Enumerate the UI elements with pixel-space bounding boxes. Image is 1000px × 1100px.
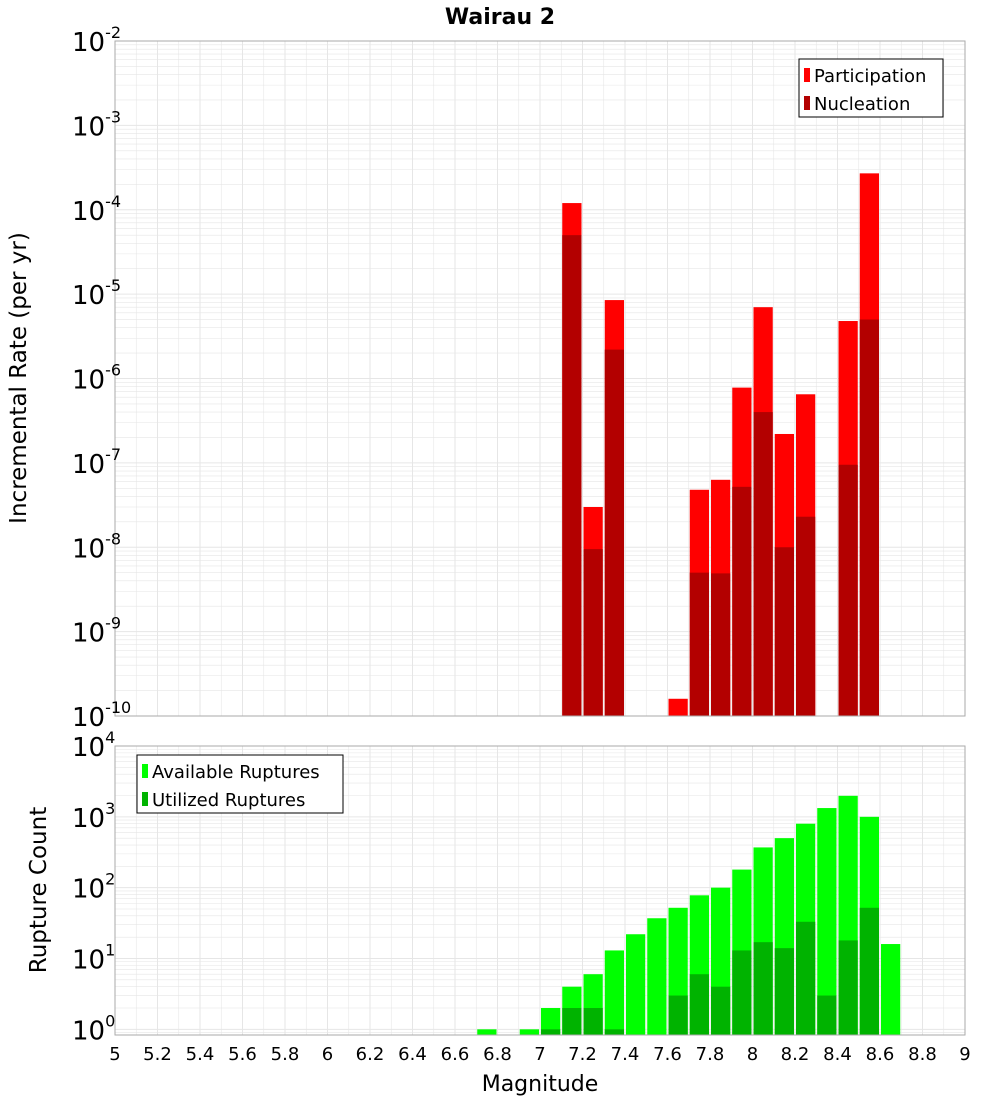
x-tick-label: 8.4 xyxy=(823,1044,852,1065)
legend-label: Nucleation xyxy=(814,94,910,115)
x-tick-label: 5.2 xyxy=(143,1044,172,1065)
top-y-axis-label: Incremental Rate (per yr) xyxy=(6,232,32,524)
x-axis-label: Magnitude xyxy=(482,1072,599,1097)
bar-utilized-ruptures xyxy=(838,940,858,1035)
bar-utilized-ruptures xyxy=(583,1008,603,1035)
bar-utilized-ruptures xyxy=(753,942,773,1035)
legend-label: Available Ruptures xyxy=(152,762,320,783)
bar-available-ruptures xyxy=(477,1029,497,1035)
bar-nucleation xyxy=(583,549,603,716)
legend-label: Participation xyxy=(814,66,926,87)
bar-nucleation xyxy=(859,319,879,716)
plot-frame xyxy=(114,40,966,717)
x-tick-label: 7.8 xyxy=(696,1044,725,1065)
x-tick-label: 5 xyxy=(109,1044,120,1065)
y-tick-label: 10-8 xyxy=(72,529,121,564)
y-tick-label: 104 xyxy=(72,728,115,763)
bar-utilized-ruptures xyxy=(562,1008,582,1035)
x-tick-label: 6.2 xyxy=(356,1044,385,1065)
x-tick-label: 7.6 xyxy=(653,1044,682,1065)
y-tick-label: 101 xyxy=(72,941,115,976)
plot-frame xyxy=(114,745,966,1036)
y-tick-label: 10-7 xyxy=(72,445,121,480)
bar-nucleation xyxy=(604,349,624,716)
x-tick-label: 7 xyxy=(534,1044,545,1065)
x-tick-label: 8.2 xyxy=(781,1044,810,1065)
bar-available-ruptures xyxy=(881,944,901,1035)
bar-nucleation xyxy=(562,235,582,716)
x-tick-label: 6.6 xyxy=(441,1044,470,1065)
bar-nucleation xyxy=(753,412,773,716)
bar-participation xyxy=(668,698,688,716)
legend-box xyxy=(136,754,344,814)
rupture-count-panel: 100 101 102 103 104 Available Ruptures Utilize… xyxy=(72,728,971,1065)
bar-available-ruptures xyxy=(541,1008,561,1035)
bar-available-ruptures xyxy=(626,934,646,1035)
chart-title: Wairau 2 xyxy=(445,5,555,30)
y-tick-label: 10-6 xyxy=(72,361,121,396)
x-tick-label: 9 xyxy=(959,1044,970,1065)
legend-box xyxy=(798,58,944,118)
bar-nucleation xyxy=(689,572,709,716)
legend-swatch xyxy=(804,68,810,82)
y-tick-label: 10-5 xyxy=(72,276,121,311)
bar-available-ruptures xyxy=(519,1029,539,1035)
bar-utilized-ruptures xyxy=(732,950,752,1035)
bar-utilized-ruptures xyxy=(689,974,709,1035)
x-tick-label: 5.8 xyxy=(271,1044,300,1065)
bar-available-ruptures xyxy=(604,950,624,1035)
bar-utilized-ruptures xyxy=(711,986,731,1035)
legend-swatch xyxy=(804,96,810,110)
y-tick-label: 102 xyxy=(72,870,115,905)
bar-nucleation xyxy=(774,547,794,716)
legend-swatch xyxy=(142,764,148,778)
bar-nucleation xyxy=(796,516,816,716)
legend-label: Utilized Ruptures xyxy=(152,790,305,811)
bar-utilized-ruptures xyxy=(668,995,688,1035)
x-tick-label: 7.2 xyxy=(568,1044,597,1065)
y-tick-label: 10-10 xyxy=(72,698,131,733)
y-tick-label: 103 xyxy=(72,799,115,834)
x-tick-label: 6.4 xyxy=(398,1044,427,1065)
x-tick-label: 8.8 xyxy=(908,1044,937,1065)
bar-available-ruptures xyxy=(647,918,667,1035)
bar-available-ruptures xyxy=(817,808,837,1035)
x-tick-label: 5.4 xyxy=(186,1044,215,1065)
bar-utilized-ruptures xyxy=(541,1029,561,1035)
x-tick-label: 7.4 xyxy=(611,1044,640,1065)
x-tick-label: 8.6 xyxy=(866,1044,895,1065)
y-tick-label: 10-2 xyxy=(72,23,121,58)
bottom-y-axis-label: Rupture Count xyxy=(26,807,52,973)
y-tick-label: 10-3 xyxy=(72,107,121,142)
y-tick-label: 10-4 xyxy=(72,192,121,227)
legend-swatch xyxy=(142,792,148,806)
x-tick-label: 6 xyxy=(322,1044,333,1065)
bar-utilized-ruptures xyxy=(796,921,816,1035)
bar-utilized-ruptures xyxy=(859,907,879,1035)
x-tick-label: 5.6 xyxy=(228,1044,257,1065)
bar-nucleation xyxy=(838,464,858,716)
bar-utilized-ruptures xyxy=(604,1029,624,1035)
bar-nucleation xyxy=(711,573,731,716)
bar-utilized-ruptures xyxy=(817,995,837,1035)
x-tick-label: 6.8 xyxy=(483,1044,512,1065)
participation-nucleation-panel: 10-10 10-9 10-8 10-7 10-6 10-5 10-4 10-3 10-2 Par… xyxy=(72,23,966,733)
y-tick-label: 100 xyxy=(72,1011,115,1046)
bar-utilized-ruptures xyxy=(774,948,794,1035)
x-tick-label: 8 xyxy=(747,1044,758,1065)
bar-nucleation xyxy=(732,486,752,716)
y-tick-label: 10-9 xyxy=(72,614,121,649)
